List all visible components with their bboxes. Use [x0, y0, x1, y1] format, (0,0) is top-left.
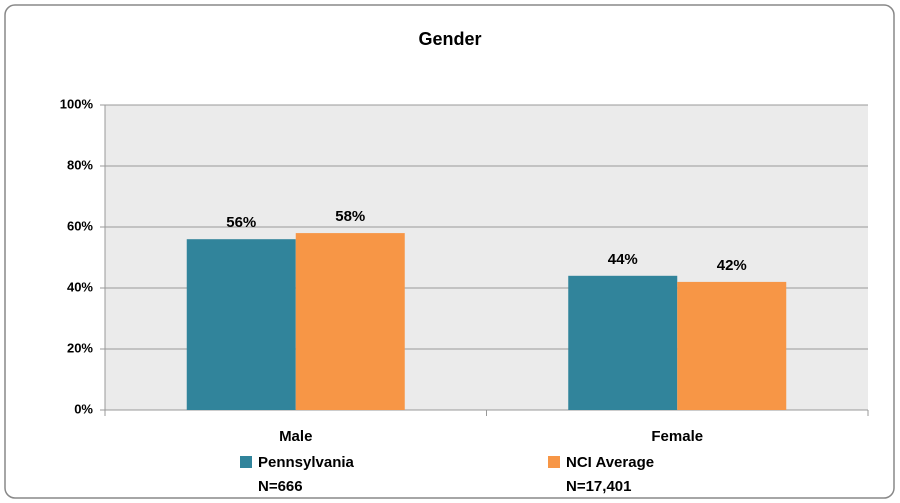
legend-n: N=17,401	[566, 478, 631, 495]
value-label: 56%	[226, 214, 256, 231]
y-tick-label: 40%	[67, 279, 93, 294]
value-label: 58%	[335, 208, 365, 225]
bar	[186, 239, 296, 410]
x-tick-label: Male	[279, 428, 312, 445]
bar	[568, 275, 678, 410]
x-tick-label: Female	[651, 428, 703, 445]
bar	[295, 233, 405, 410]
value-label: 42%	[717, 257, 747, 274]
legend-label: NCI Average	[566, 454, 654, 471]
y-tick-label: 20%	[67, 340, 93, 355]
legend-label: Pennsylvania	[258, 454, 355, 471]
legend-swatch	[240, 456, 252, 468]
y-tick-label: 60%	[67, 218, 93, 233]
legend-swatch	[548, 456, 560, 468]
y-tick-label: 0%	[74, 401, 93, 416]
y-tick-label: 80%	[67, 157, 93, 172]
chart-title: Gender	[418, 29, 481, 49]
y-tick-label: 100%	[60, 96, 94, 111]
legend-n: N=666	[258, 478, 303, 495]
bar	[677, 281, 787, 410]
value-label: 44%	[608, 251, 638, 268]
